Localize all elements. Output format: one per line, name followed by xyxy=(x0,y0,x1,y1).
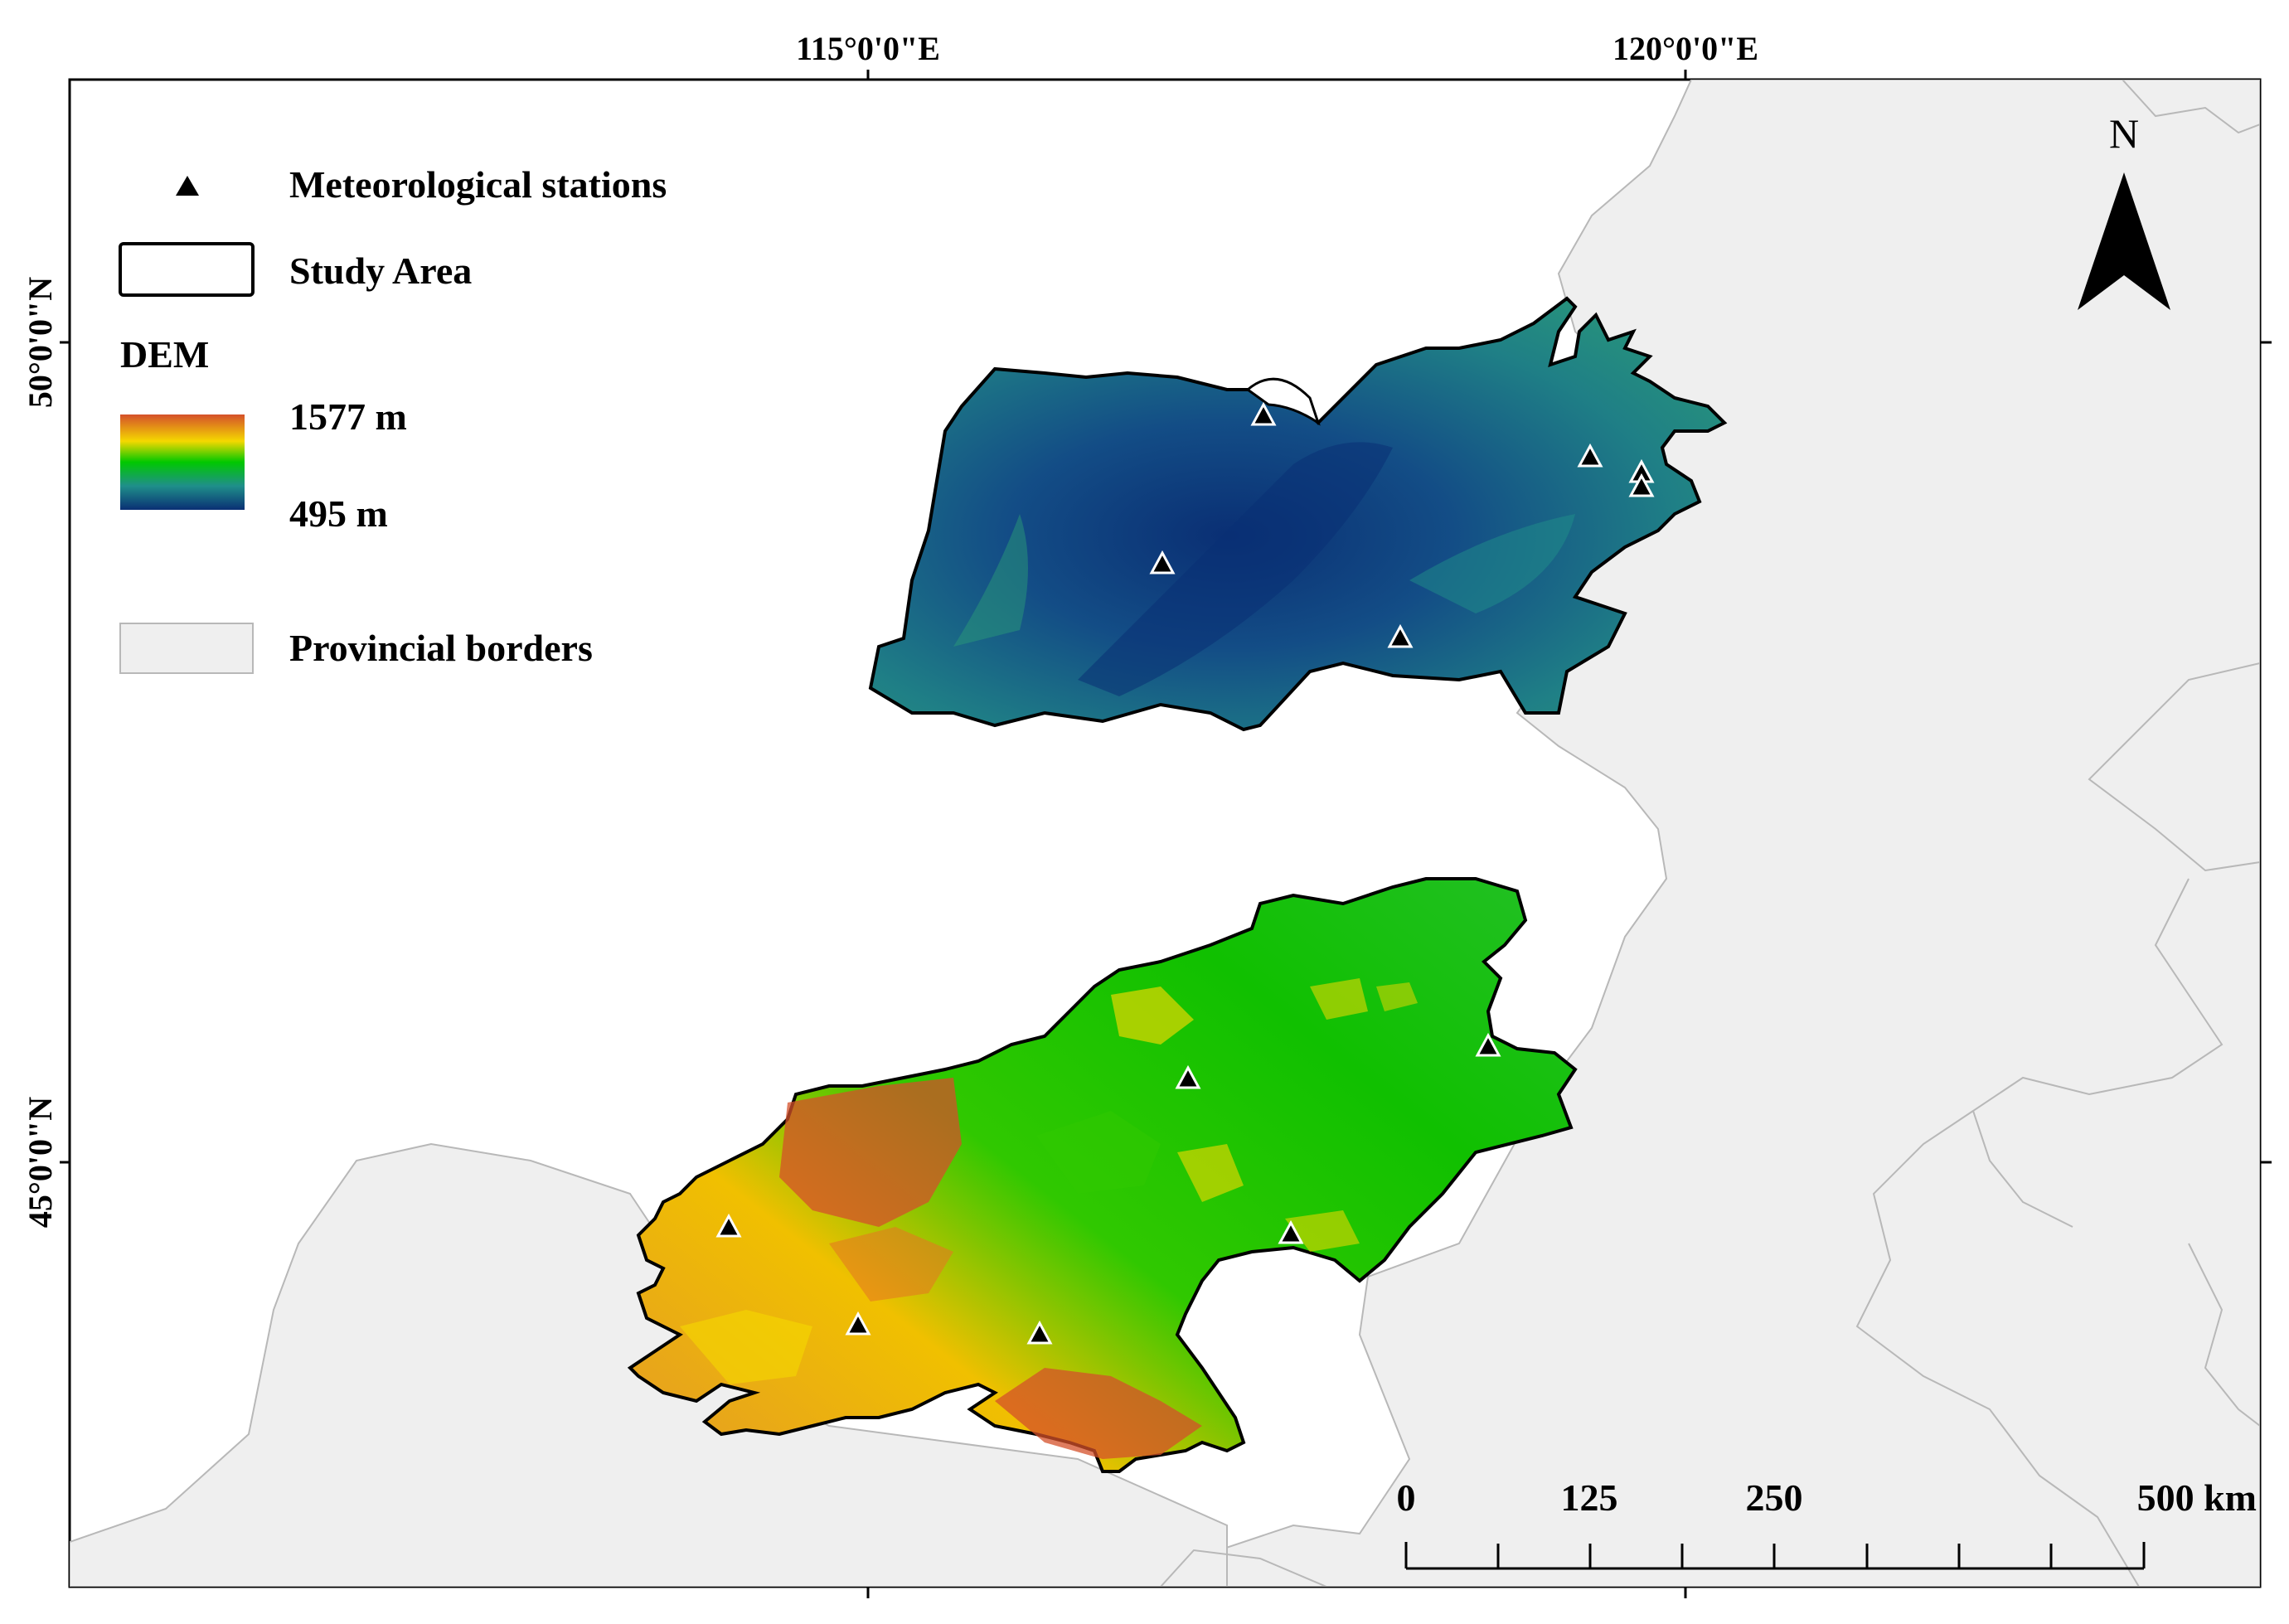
station-marker[interactable] xyxy=(1175,1064,1201,1089)
stations-south xyxy=(715,1032,1501,1345)
axis-label-left-50n: 50°0'0"N xyxy=(22,277,59,408)
axis-label-top-120e: 120°0'0"E xyxy=(1612,30,1758,67)
study-area-north xyxy=(868,296,1728,732)
dem-high-southeast xyxy=(995,1368,1202,1459)
graticule-ticks xyxy=(60,70,2272,1598)
station-marker[interactable] xyxy=(1026,1320,1053,1345)
study-area-south xyxy=(627,877,1578,1473)
scale-bar: 0 125 250 500 km xyxy=(1397,1476,2257,1570)
legend-station-symbol xyxy=(176,176,199,196)
legend-provincial-symbol xyxy=(119,623,254,674)
legend-dem-ramp xyxy=(120,414,245,510)
legend-dem-low: 495 m xyxy=(289,492,388,535)
dem-high-west xyxy=(779,1078,962,1227)
station-marker[interactable] xyxy=(1278,1219,1304,1244)
scale-label-125: 125 xyxy=(1561,1476,1618,1519)
scale-label-250: 250 xyxy=(1746,1476,1803,1519)
axis-label-top-115e: 115°0'0"E xyxy=(796,30,940,67)
north-arrow-icon xyxy=(2078,172,2170,310)
legend-provincial-label: Provincial borders xyxy=(289,627,593,669)
legend-study-area-symbol xyxy=(119,242,255,297)
station-marker[interactable] xyxy=(715,1213,742,1238)
station-marker[interactable] xyxy=(1149,550,1176,574)
stations-north xyxy=(1149,401,1655,648)
legend-dem-high: 1577 m xyxy=(289,395,407,438)
station-marker[interactable] xyxy=(1577,443,1603,468)
legend-stations-label: Meteorological stations xyxy=(289,163,667,206)
legend-dem-title: DEM xyxy=(120,333,209,376)
station-marker[interactable] xyxy=(845,1311,871,1336)
station-marker[interactable] xyxy=(1387,623,1414,648)
station-marker[interactable] xyxy=(1628,473,1655,497)
north-arrow-label: N xyxy=(2109,110,2139,157)
legend-study-area-label: Study Area xyxy=(289,250,472,292)
provincial-borders xyxy=(1160,80,2260,1587)
north-arrow: N xyxy=(2078,110,2170,310)
station-marker[interactable] xyxy=(1250,401,1277,426)
scale-label-500: 500 km xyxy=(2137,1476,2257,1519)
scale-label-0: 0 xyxy=(1397,1476,1416,1519)
legend: Meteorological stations Study Area DEM 1… xyxy=(119,163,667,674)
station-marker[interactable] xyxy=(1475,1032,1501,1057)
axis-label-left-45n: 45°0'0"N xyxy=(22,1097,59,1228)
